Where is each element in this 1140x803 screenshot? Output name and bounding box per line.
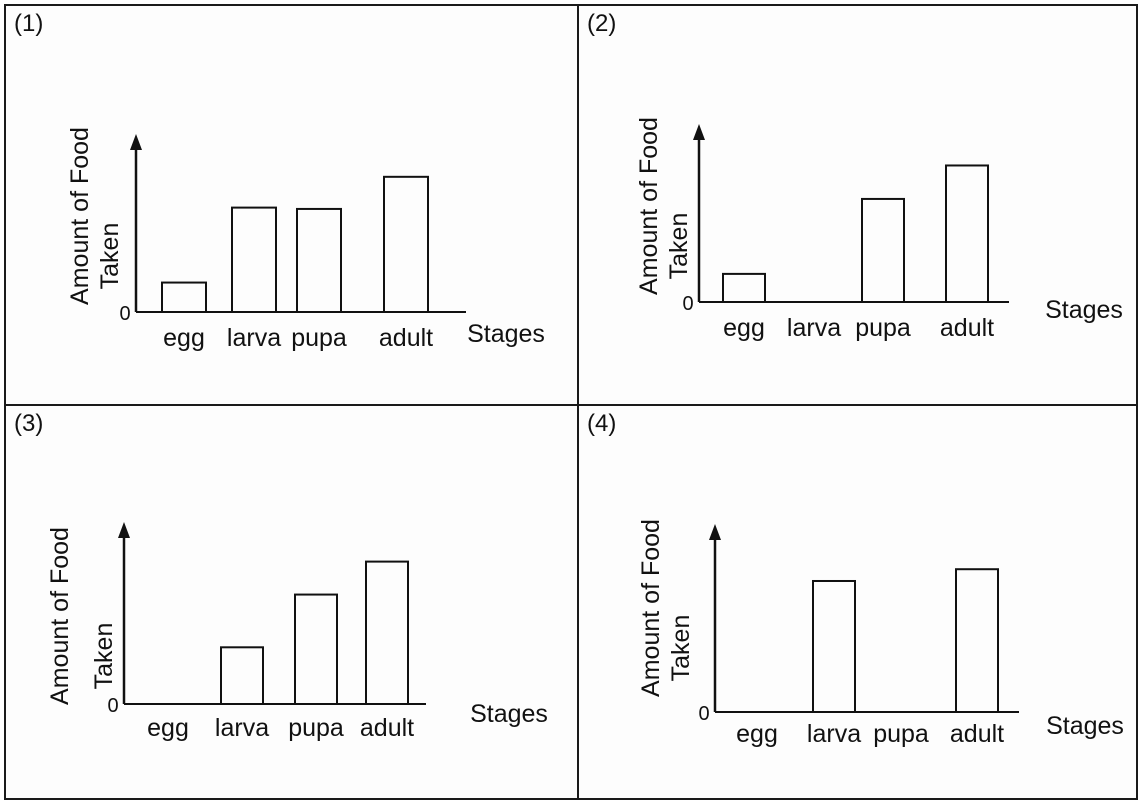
panel-3: (3) egg larva pupa adult 0 Stages Amount of Fo… bbox=[4, 404, 579, 800]
y-axis-label-line2: Taken bbox=[96, 223, 124, 290]
panel-1: (1) egg larva pupa adult 0 Stages Amount of Fo… bbox=[4, 4, 579, 406]
bar-adult bbox=[383, 175, 429, 313]
y-axis-arrow bbox=[709, 524, 721, 540]
bar-adult bbox=[945, 164, 989, 303]
bar-larva bbox=[231, 206, 277, 314]
y-axis-label-line2: Taken bbox=[90, 623, 118, 690]
origin-label: 0 bbox=[682, 293, 693, 315]
category-label-larva: larva bbox=[215, 714, 269, 742]
bar-chart-2: egg larva pupa adult 0 Stages Amount of Food Ta… bbox=[635, 117, 1123, 342]
category-label-egg: egg bbox=[147, 714, 189, 742]
y-axis-arrow bbox=[693, 124, 705, 140]
bar-adult bbox=[365, 560, 409, 705]
x-axis-label: Stages bbox=[467, 320, 545, 348]
y-axis-label-line1: Amount of Food bbox=[637, 519, 665, 697]
y-axis-label-line1: Amount of Food bbox=[635, 117, 663, 295]
category-label-pupa: pupa bbox=[291, 324, 347, 352]
category-label-pupa: pupa bbox=[288, 714, 344, 742]
bar-pupa bbox=[294, 593, 338, 705]
bar-chart-3: egg larva pupa adult 0 Stages Amount of Food Ta… bbox=[46, 522, 548, 742]
y-axis-label-line2: Taken bbox=[667, 615, 695, 682]
x-axis-label: Stages bbox=[1045, 296, 1123, 324]
category-label-adult: adult bbox=[950, 720, 1004, 748]
category-label-pupa: pupa bbox=[855, 314, 911, 342]
origin-label: 0 bbox=[698, 703, 709, 725]
category-label-adult: adult bbox=[379, 324, 433, 352]
bar-pupa bbox=[861, 197, 905, 303]
category-label-larva: larva bbox=[787, 314, 841, 342]
y-axis-arrow bbox=[118, 522, 130, 538]
panel-label: (4) bbox=[587, 410, 617, 437]
category-label-egg: egg bbox=[163, 324, 205, 352]
x-axis-label: Stages bbox=[470, 700, 548, 728]
category-label-egg: egg bbox=[736, 720, 778, 748]
panel-4: (4) egg larva pupa adult 0 Stages Amount of Fo… bbox=[577, 404, 1138, 800]
category-label-larva: larva bbox=[807, 720, 861, 748]
y-axis-label-line1: Amount of Food bbox=[66, 127, 94, 305]
panel-2: (2) egg larva pupa adult 0 Stages Amount of Fo… bbox=[577, 4, 1138, 406]
panel-label: (3) bbox=[14, 410, 44, 437]
origin-label: 0 bbox=[107, 695, 118, 717]
bar-adult bbox=[955, 568, 999, 713]
panel-label: (1) bbox=[14, 10, 44, 37]
bar-chart-4: egg larva pupa adult 0 Stages Amount of Food Ta… bbox=[637, 519, 1124, 748]
origin-label: 0 bbox=[119, 303, 130, 325]
category-label-larva: larva bbox=[227, 324, 281, 352]
category-label-adult: adult bbox=[940, 314, 994, 342]
bar-chart-1: egg larva pupa adult 0 Stages Amount of Food Ta… bbox=[66, 127, 545, 352]
category-label-pupa: pupa bbox=[873, 720, 929, 748]
bar-egg bbox=[722, 272, 766, 303]
bar-egg bbox=[161, 281, 207, 313]
bar-larva bbox=[220, 646, 264, 706]
category-label-egg: egg bbox=[723, 314, 765, 342]
category-label-adult: adult bbox=[360, 714, 414, 742]
x-axis-label: Stages bbox=[1046, 712, 1124, 740]
bar-larva bbox=[812, 579, 856, 713]
bar-pupa bbox=[296, 207, 342, 313]
y-axis-label-line1: Amount of Food bbox=[46, 527, 74, 705]
panel-label: (2) bbox=[587, 10, 617, 37]
y-axis-arrow bbox=[130, 134, 142, 150]
y-axis-label-line2: Taken bbox=[665, 213, 693, 280]
